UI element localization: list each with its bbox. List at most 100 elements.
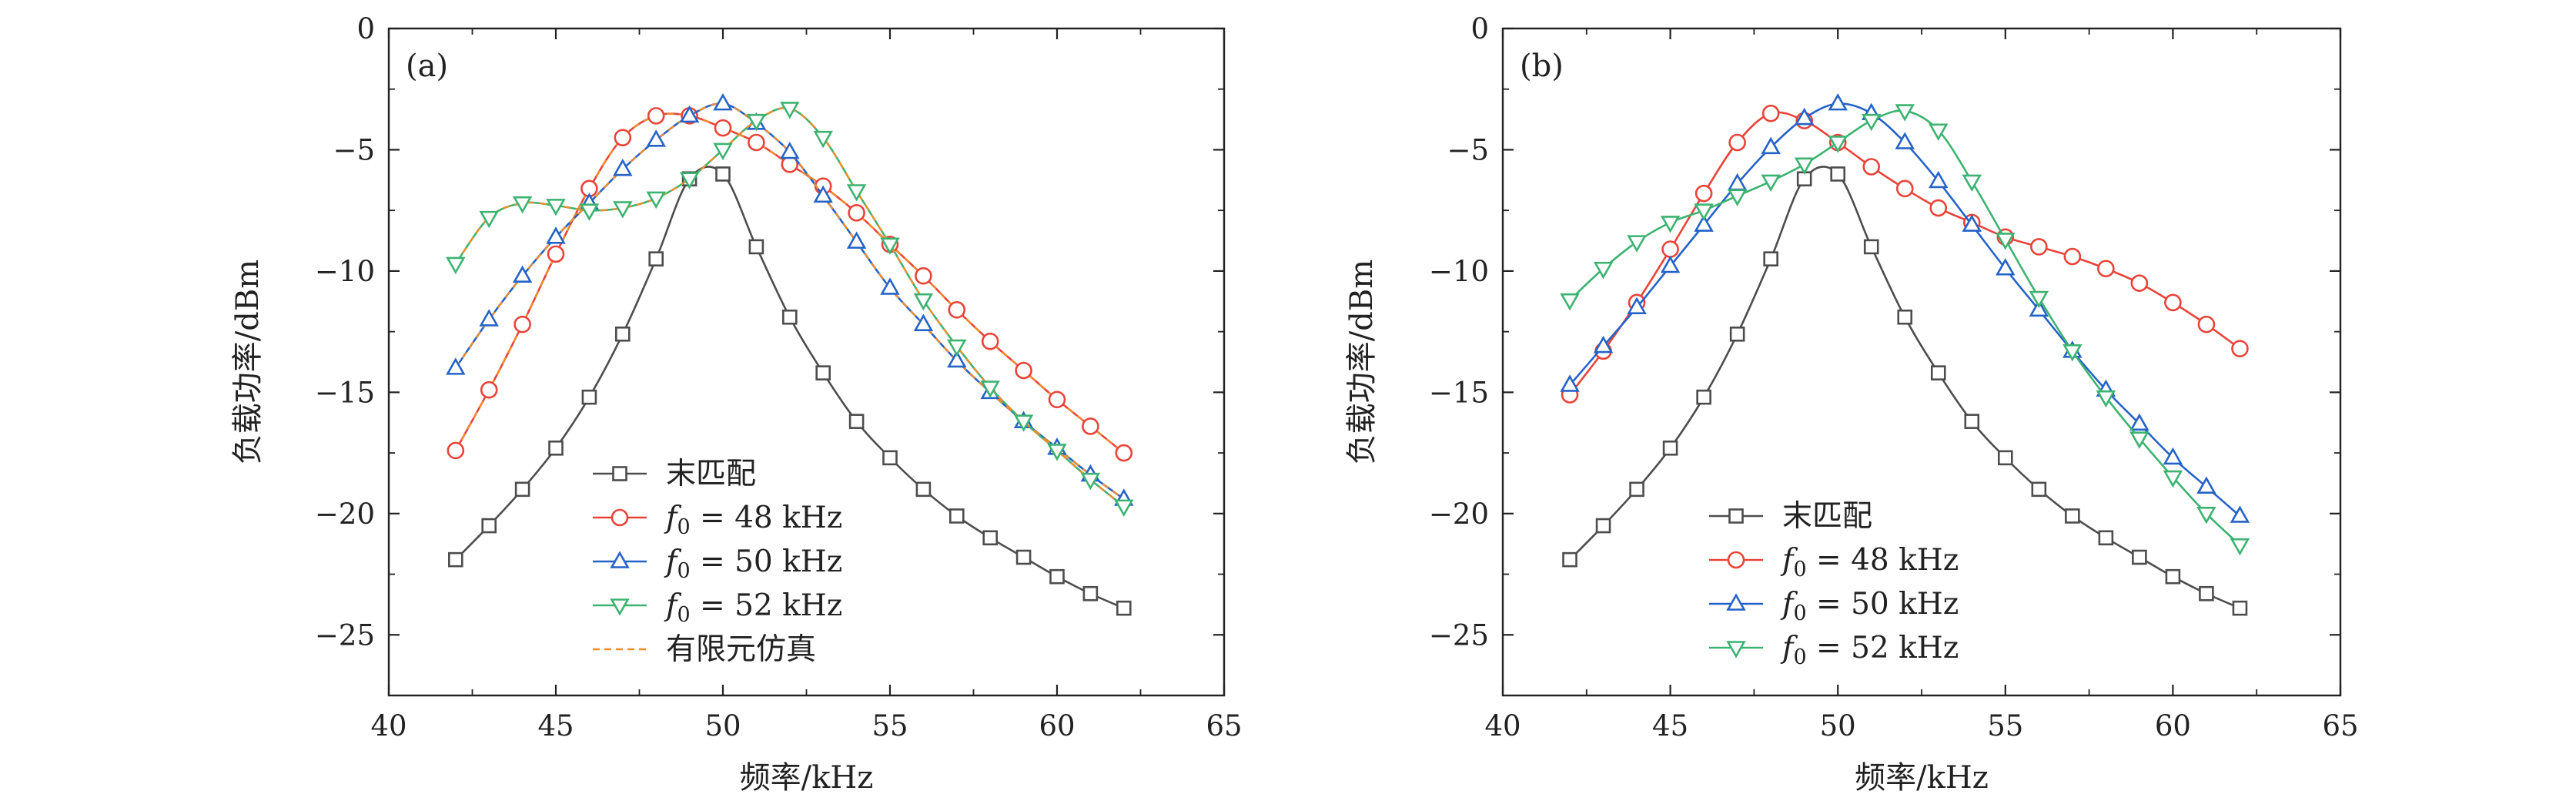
data-point	[514, 315, 531, 333]
data-point	[848, 414, 865, 429]
data-point	[913, 313, 934, 331]
legend-label: f0 = 48 kHz	[1780, 543, 1959, 581]
x-tick-label: 55	[871, 709, 908, 742]
data-point	[547, 245, 565, 263]
data-point	[1895, 104, 1915, 122]
data-point	[2129, 413, 2149, 431]
data-point	[2097, 260, 2115, 278]
data-point	[2130, 274, 2149, 292]
data-point	[1962, 174, 1982, 193]
data-point	[813, 185, 833, 203]
legend-label: f0 = 50 kHz	[664, 545, 842, 583]
data-point	[947, 339, 967, 357]
legend-label: f0 = 50 kHz	[1780, 587, 1959, 625]
data-point	[1660, 255, 1681, 273]
x-tick-label: 60	[1039, 709, 1075, 742]
x-tick-label: 65	[2322, 709, 2358, 742]
data-point	[2063, 247, 2082, 266]
x-tick-label: 50	[1820, 709, 1856, 742]
data-point	[1114, 499, 1134, 518]
data-point	[2199, 585, 2214, 602]
data-point	[1794, 107, 1815, 126]
data-point	[2232, 600, 2248, 616]
data-point	[980, 380, 1000, 398]
data-point	[2164, 293, 2182, 312]
data-point	[1861, 113, 1882, 132]
data-point	[446, 357, 466, 375]
data-point	[846, 231, 867, 249]
x-axis-label: 频率/kHz	[740, 760, 874, 796]
x-tick-label: 45	[1652, 709, 1688, 742]
data-point	[880, 277, 900, 295]
data-point	[1694, 184, 1713, 203]
legend-marker	[612, 466, 627, 481]
data-point	[1562, 551, 1577, 568]
data-point	[1996, 233, 2016, 250]
data-point	[748, 239, 764, 255]
data-point	[446, 256, 466, 275]
data-point	[479, 309, 499, 327]
data-point	[646, 129, 666, 147]
x-tick-label: 60	[2155, 709, 2191, 742]
data-point	[579, 203, 600, 221]
data-point	[1082, 585, 1099, 602]
data-point	[1115, 444, 1133, 462]
data-point	[2132, 549, 2147, 565]
data-point	[1627, 235, 1647, 253]
data-point	[1761, 174, 1781, 193]
data-point	[1082, 417, 1099, 435]
data-point	[1930, 365, 1946, 380]
data-point	[2029, 299, 2049, 317]
data-point	[1929, 199, 1948, 217]
legend: 末匹配 f0 = 48 kHz f0 = 50 kHz f0 = 52 kHz	[1709, 499, 1959, 669]
data-point	[981, 332, 999, 350]
data-point	[1595, 518, 1611, 534]
data-point	[1015, 361, 1032, 380]
legend-label: 有限元仿真	[666, 632, 816, 667]
data-point	[1964, 414, 1980, 429]
y-tick-label: −5	[333, 133, 375, 166]
data-point	[2163, 447, 2183, 465]
legend-marker	[1726, 641, 1746, 659]
data-point	[1794, 157, 1815, 175]
data-point	[1895, 179, 1914, 198]
data-point	[1761, 136, 1781, 155]
data-point	[1863, 239, 1879, 255]
data-point	[2163, 470, 2183, 488]
data-point	[780, 141, 800, 159]
data-point	[1013, 414, 1034, 432]
series-3	[446, 102, 1134, 518]
simulation-line	[454, 102, 1125, 500]
data-point	[2230, 538, 2250, 556]
data-point	[1962, 214, 1982, 232]
series-2	[446, 92, 1134, 506]
x-tick-label: 55	[1987, 709, 2023, 742]
y-tick-label: −5	[1447, 133, 1489, 166]
data-point	[679, 172, 700, 189]
data-point	[982, 530, 998, 546]
panel-label: (a)	[406, 49, 448, 84]
data-point	[548, 440, 564, 456]
data-point	[2197, 315, 2216, 333]
data-point	[915, 481, 932, 498]
data-point	[2030, 238, 2048, 256]
data-point	[1828, 92, 1848, 111]
series-line	[1569, 109, 2241, 546]
data-point	[1761, 104, 1780, 122]
data-point	[1694, 214, 1714, 232]
x-tick-label: 40	[1484, 709, 1521, 742]
data-point	[1694, 203, 1714, 221]
data-point	[1828, 136, 1848, 153]
data-point	[2029, 290, 2049, 309]
data-point	[1728, 133, 1746, 152]
data-point	[2065, 508, 2080, 524]
data-point	[949, 508, 965, 524]
data-point	[1048, 390, 1066, 409]
data-point	[880, 237, 900, 255]
data-point	[2196, 476, 2216, 494]
data-point	[746, 113, 767, 132]
data-point	[1727, 189, 1748, 206]
data-point	[882, 450, 898, 466]
x-tick-label: 65	[1206, 709, 1242, 742]
data-point	[646, 191, 666, 209]
